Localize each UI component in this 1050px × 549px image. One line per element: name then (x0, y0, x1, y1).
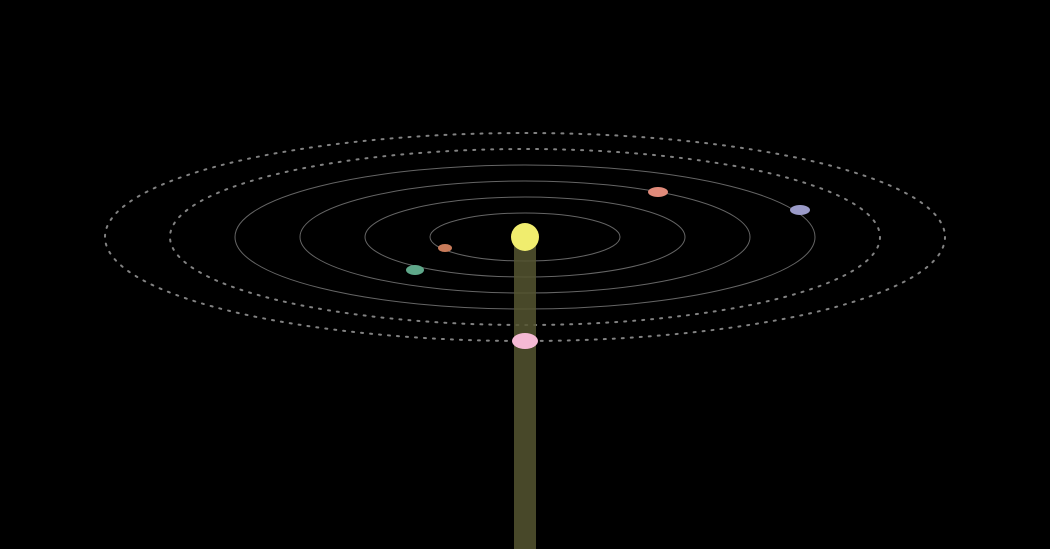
planet-5-transiting (512, 333, 538, 349)
planet-2 (406, 265, 424, 275)
planet-1 (438, 244, 452, 252)
planet-3 (648, 187, 668, 197)
orbital-diagram (0, 0, 1050, 549)
central-star (511, 223, 539, 251)
transit-beam (514, 237, 536, 549)
planet-4 (790, 205, 810, 215)
